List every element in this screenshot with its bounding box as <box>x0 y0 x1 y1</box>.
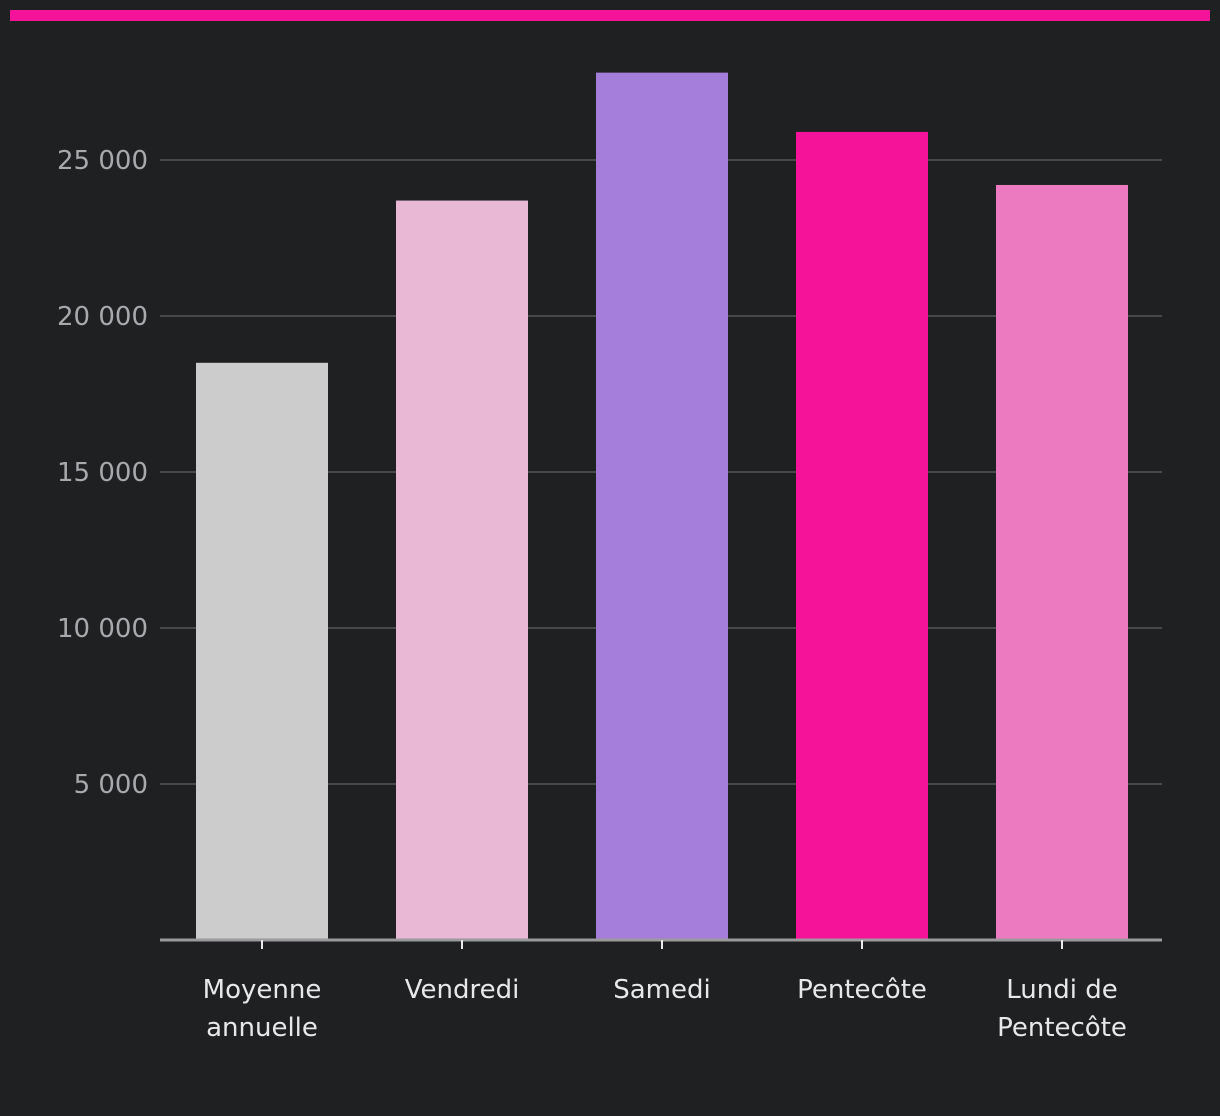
x-axis <box>160 938 1162 949</box>
x-axis-labels: Moyenne annuelle Vendredi Samedi Pentecôte Lu… <box>203 975 1127 1043</box>
y-axis-labels: 5 000 10 000 15 000 20 000 25 000 <box>57 146 148 800</box>
y-tick-label: 5 000 <box>74 770 148 800</box>
accent-bar <box>10 10 1210 21</box>
y-tick-label: 20 000 <box>57 302 148 332</box>
y-tick-label: 15 000 <box>57 458 148 488</box>
x-tick-label: Vendredi <box>405 975 520 1005</box>
bar <box>796 131 928 941</box>
x-tick-label: Pentecôte <box>997 1013 1127 1043</box>
x-tick-label: annuelle <box>206 1013 318 1043</box>
x-tick-label: Lundi de <box>1006 975 1117 1005</box>
x-tick-label: Moyenne <box>203 975 322 1005</box>
x-tick-label: Samedi <box>613 975 711 1005</box>
bar <box>596 72 728 940</box>
y-tick-label: 10 000 <box>57 614 148 644</box>
bar <box>996 184 1128 940</box>
bars <box>196 72 1128 941</box>
bar <box>196 362 328 940</box>
x-tick-label: Pentecôte <box>797 975 927 1005</box>
y-tick-label: 25 000 <box>57 146 148 176</box>
bar <box>396 200 528 940</box>
